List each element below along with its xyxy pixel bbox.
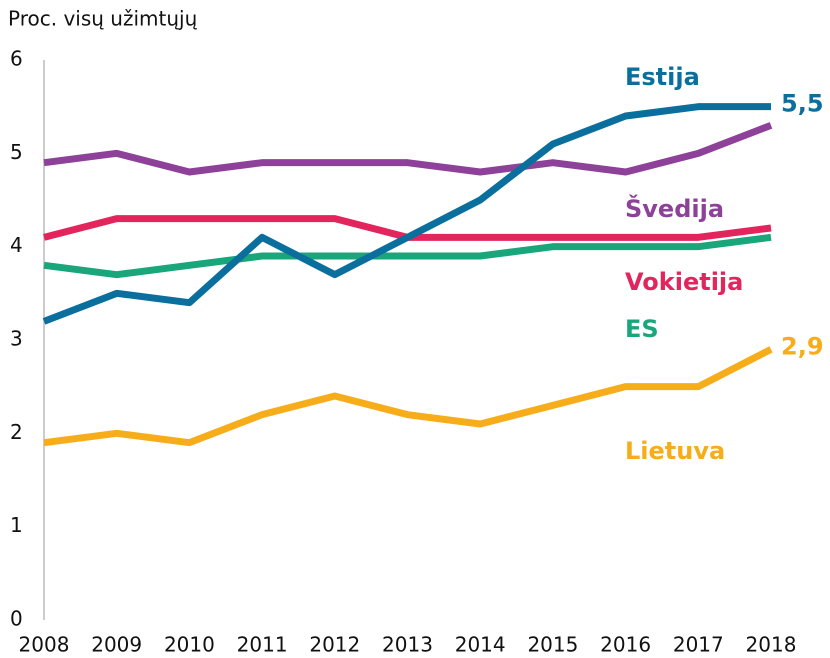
x-tick-label: 2017 [673,633,724,657]
y-axis-label: Proc. visų užimtųjų [8,7,198,31]
value-label: 2,9 [781,332,824,360]
y-tick-label: 3 [10,327,23,351]
x-tick-label: 2014 [455,633,506,657]
series-label: Estija [625,63,700,91]
y-tick-label: 4 [10,233,23,257]
x-tick-label: 2018 [746,633,797,657]
x-tick-label: 2010 [164,633,215,657]
series-line [43,346,773,447]
x-tick-label: 2012 [309,633,360,657]
x-tick-label: 2009 [91,633,142,657]
series-line [42,103,771,325]
series-label: Vokietija [625,268,743,296]
x-tick-label: 2011 [237,633,288,657]
series-line [43,233,772,279]
y-tick-label: 1 [10,513,23,537]
x-tick-label: 2015 [527,633,578,657]
x-tick-label: 2008 [19,633,70,657]
series-line [43,122,773,176]
y-tick-label: 5 [10,140,23,164]
x-tick-label: 2016 [600,633,651,657]
series-label: ES [625,315,659,343]
y-tick-label: 0 [10,607,23,631]
value-label: 5,5 [781,90,824,118]
y-tick-label: 6 [10,47,23,71]
series-label: Švedija [625,193,724,223]
series-label: Lietuva [625,437,725,465]
y-tick-label: 2 [10,420,23,444]
x-tick-label: 2013 [382,633,433,657]
